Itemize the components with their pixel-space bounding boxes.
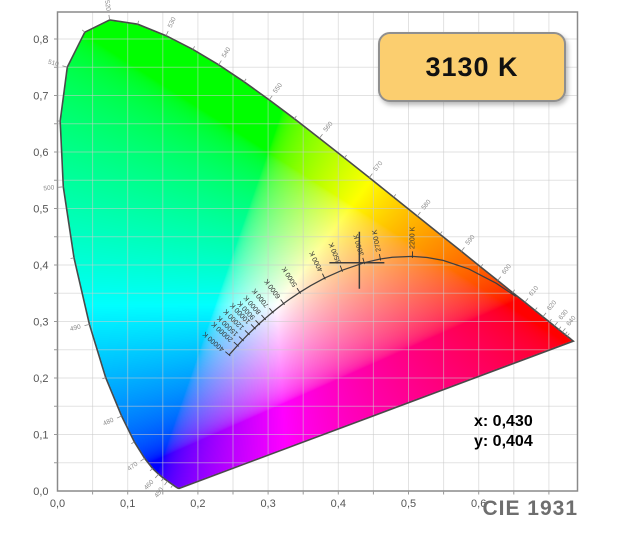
y-tick-label: 0,2 [33, 373, 48, 385]
y-tick-label: 0,5 [33, 204, 48, 216]
x-tick-label: 0,2 [190, 498, 205, 510]
y-tick-label: 0,6 [33, 147, 48, 159]
y-axis-labels: 0,0 0,1 0,2 0,3 0,4 0,5 0,6 0,7 0,8 [33, 34, 48, 498]
x-axis-labels: 0,0 0,1 0,2 0,3 0,4 0,5 0,6 [50, 498, 486, 510]
cct-badge-label: 3130 K [425, 51, 519, 82]
x-tick-label: 0,5 [401, 498, 416, 510]
x-tick-label: 0,1 [120, 498, 135, 510]
y-readout: y: 0,404 [474, 433, 533, 450]
diagram-title: CIE 1931 [482, 497, 578, 520]
wavelength-label: 520 [103, 0, 112, 12]
wavelength-label: 500 [43, 184, 55, 192]
x-readout: x: 0,430 [474, 413, 533, 430]
y-tick-label: 0,4 [33, 260, 48, 272]
xy-readout: x: 0,430 y: 0,404 [474, 412, 533, 452]
y-tick-label: 0,3 [33, 317, 48, 329]
x-tick-label: 0,3 [260, 498, 275, 510]
cct-badge: 3130 K [378, 32, 566, 102]
y-tick-label: 0,8 [33, 34, 48, 46]
y-tick-label: 0,0 [33, 486, 48, 498]
x-tick-label: 0,4 [331, 498, 346, 510]
x-tick-label: 0,0 [50, 498, 65, 510]
y-tick-label: 0,1 [33, 430, 48, 442]
y-tick-label: 0,7 [33, 91, 48, 103]
